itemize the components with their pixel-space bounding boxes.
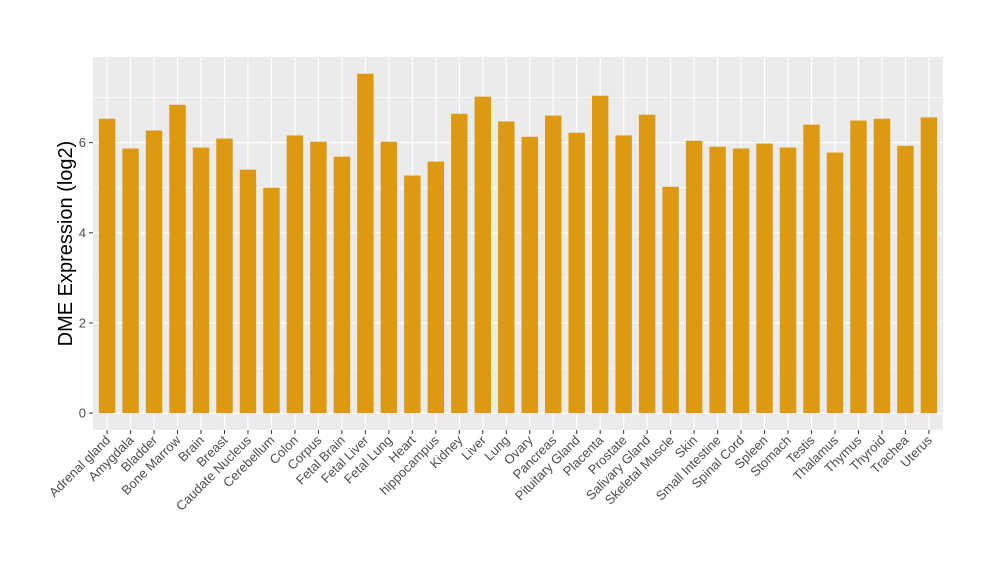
bar-small-intestine [709,146,726,414]
y-axis: 0 2 4 6 [79,135,93,421]
bar-prostate [615,135,632,414]
bar-thalamus [826,152,844,414]
bar-testis [803,124,820,414]
y-tick-label: 0 [79,406,86,421]
bar-spleen [756,143,773,414]
bar-amygdala [122,148,139,414]
bar-pancreas [545,115,562,414]
bar-thymus [850,120,867,414]
bar-corpus [310,141,327,414]
y-tick-label: 6 [79,135,86,150]
bar-cerebellum [263,187,280,414]
bar-brain [192,147,210,414]
bar-salivary-gland [638,114,656,414]
bar-stomach [779,147,797,414]
bar-uterus [920,117,938,414]
bar-spinal-cord [732,148,750,414]
bar-colon [286,135,304,414]
bar-ovary [521,136,538,414]
bar-liver [474,96,491,414]
y-tick-label: 4 [79,225,86,240]
bar-kidney [451,113,468,414]
bar-adrenal-gland [98,118,116,414]
bar-fetal-lung [380,141,398,414]
bar-lung [498,121,515,414]
x-tick-label: Liver [458,432,489,463]
bar-pituitary-gland [568,132,585,414]
bar-heart [404,175,421,414]
bars [98,73,938,414]
bar-fetal-liver [357,73,374,414]
bar-skin [685,140,703,414]
bar-bladder [145,130,163,414]
bar-skeletal-muscle [662,186,679,414]
bar-fetal-brain [333,156,351,414]
y-tick-label: 2 [79,315,86,330]
bar-caudate-nucleus [239,169,257,414]
bar-thyroid [873,118,891,414]
bar-placenta [591,95,609,414]
bar-breast [216,138,233,414]
y-axis-title: DME Expression (log2) [55,141,77,347]
bar-trachea [897,145,914,414]
bar-bone-marrow [169,104,186,414]
bar-hippocampus [427,161,445,414]
